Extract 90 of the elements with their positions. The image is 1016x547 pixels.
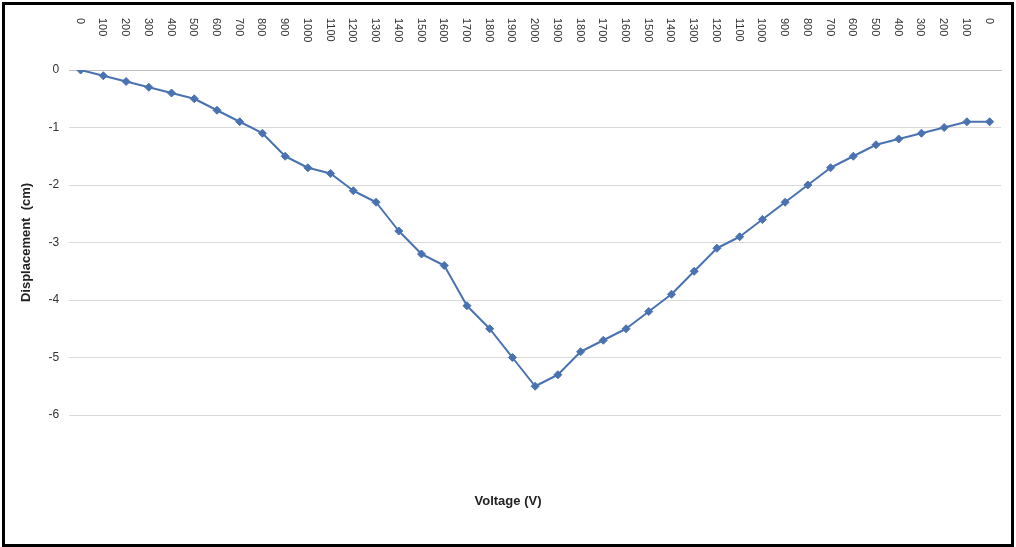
point [553,370,563,380]
x-tick-label: 800 [801,18,814,37]
x-tick-label: 200 [938,18,951,37]
x-tick-label: 1100 [324,18,337,42]
point [712,243,722,253]
x-tick-label: 0 [74,18,87,25]
point [598,335,608,345]
y-tick-label: 0 [52,62,60,77]
x-tick-label: 100 [97,18,110,37]
x-tick-label: 1200 [710,18,723,43]
point [848,151,858,161]
y-tick-label: -4 [48,292,60,307]
x-tick-label: 400 [165,18,178,37]
x-tick-label: 1500 [415,18,428,43]
point [257,128,267,138]
y-tick-label: -6 [48,407,60,422]
point [916,128,926,138]
x-tick-label: 300 [915,18,928,37]
point [394,226,404,236]
x-tick-label: 400 [892,18,905,37]
point [348,186,358,196]
x-tick-label: 500 [870,18,882,37]
x-tick-label: 1700 [597,18,610,43]
x-tick-label: 1700 [460,18,473,43]
point [167,88,177,98]
x-tick-label: 1300 [688,18,701,43]
point [417,249,427,259]
point [576,347,586,357]
point [485,324,495,334]
point [826,163,836,173]
x-tick-label: 1800 [483,18,496,43]
point [235,117,245,127]
x-tick-label: 600 [847,18,860,37]
point [507,353,517,362]
point [621,324,631,334]
x-tick-label: 1000 [301,18,314,43]
x-tick-label: 1900 [551,18,564,43]
point [644,307,654,316]
point [757,215,767,224]
point [280,151,290,161]
x-tick-label: 200 [120,18,133,37]
point [666,289,676,299]
point [303,163,313,173]
point [98,71,108,81]
text: Voltage (V) [473,493,543,508]
x-tick-label: 300 [142,18,155,37]
y-tick-label: -2 [48,177,60,192]
point [894,134,904,144]
y-tick-label: -1 [48,119,60,134]
x-tick-label: 600 [210,18,223,37]
x-tick-label: 1400 [392,18,405,43]
point [371,197,381,207]
y-tick-label: -5 [48,349,60,364]
x-tick-label: 1600 [620,18,633,43]
point [144,82,154,92]
point [939,123,949,132]
point [962,117,972,127]
y-tick-label: -3 [48,234,60,249]
point [735,232,745,242]
x-tick-label: 1000 [756,18,769,43]
point [462,301,472,311]
x-tick-label: 100 [960,18,973,37]
point [871,140,881,150]
x-tick-label: 900 [279,18,292,37]
x-tick-label: 1200 [347,18,360,43]
x-tick-label: 1900 [506,18,519,43]
x-tick-label: 700 [824,18,837,37]
point [439,261,449,270]
y-axis-title: Displacement (cm) [18,182,34,303]
x-tick-label: 2000 [529,18,542,43]
x-tick-label: 700 [233,18,246,37]
x-tick-label: 1100 [733,18,746,42]
point [121,77,131,86]
point [212,105,222,115]
x-tick-label: 500 [188,18,201,37]
x-tick-label: 1500 [642,18,655,43]
x-tick-label: 800 [256,18,269,37]
point [326,169,336,178]
x-tick-label: 1400 [665,18,678,43]
point [189,94,199,104]
point [985,117,995,127]
point [689,266,699,276]
x-tick-label: 1800 [574,18,587,43]
point [780,197,790,207]
x-tick-label: 1300 [370,18,383,43]
x-tick-label: 1600 [438,18,451,43]
point [530,381,540,391]
x-tick-label: 0 [983,18,996,25]
point [803,180,813,190]
x-tick-label: 900 [779,18,792,37]
